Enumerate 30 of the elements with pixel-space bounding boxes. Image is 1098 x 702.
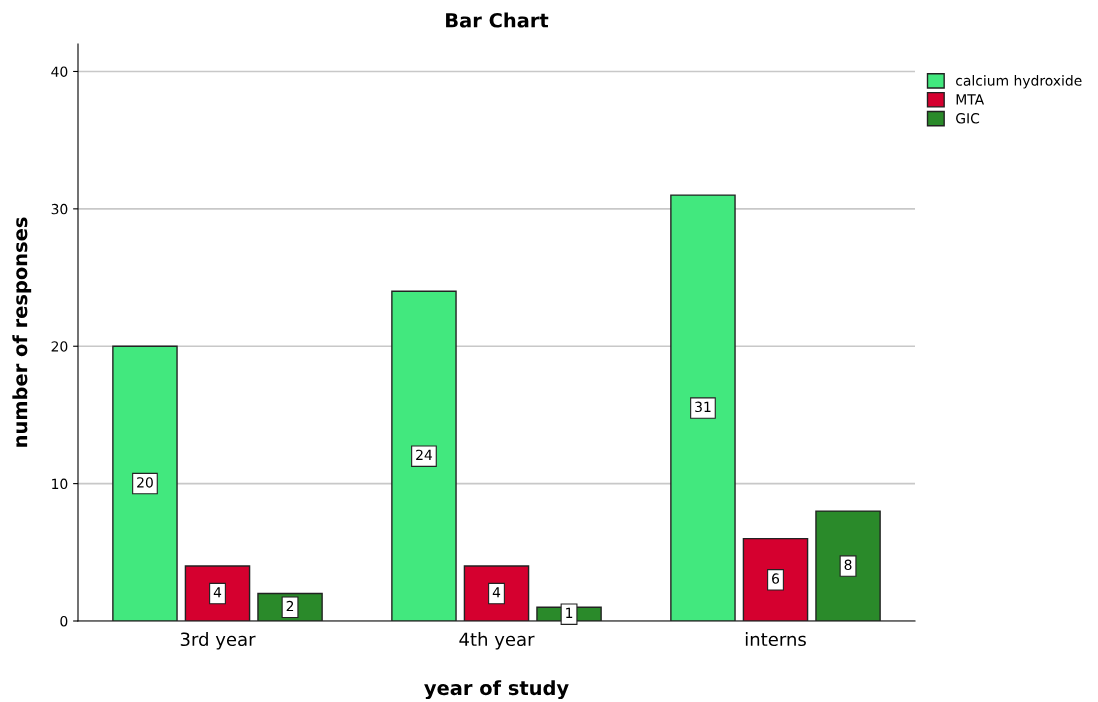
bar: [815, 510, 881, 621]
data-label: 24: [416, 449, 433, 460]
y-tick-label: 30: [51, 203, 68, 215]
y-tick-label: 40: [51, 66, 68, 77]
data-label: 1: [566, 607, 573, 618]
x-tick-label: 3rd year: [180, 632, 256, 650]
data-label: 2: [286, 600, 294, 612]
y-axis-title: number of responses: [12, 217, 32, 447]
bar: [184, 565, 251, 621]
bar: [670, 194, 736, 621]
legend-label: GIC: [956, 113, 980, 124]
data-label: 31: [695, 401, 711, 413]
x-axis-title: year of study: [424, 680, 569, 700]
legend-label: calcium hydroxide: [956, 75, 1082, 89]
x-tick-label: interns: [745, 632, 806, 647]
bar: [391, 290, 457, 621]
bar: [742, 537, 809, 621]
bar: [463, 565, 530, 621]
data-label: 8: [844, 559, 852, 571]
y-tick-label: 20: [51, 341, 68, 352]
y-tick-label: 0: [60, 615, 68, 627]
data-label: 4: [492, 587, 501, 598]
legend-label: MTA: [956, 94, 985, 105]
data-label: 4: [213, 587, 222, 598]
bar: [112, 345, 178, 621]
data-label: 20: [137, 477, 153, 488]
data-label: 6: [772, 573, 780, 584]
y-tick-label: 10: [52, 478, 68, 490]
chart-title: Bar Chart: [446, 12, 549, 28]
x-tick-label: 4th year: [459, 632, 535, 650]
